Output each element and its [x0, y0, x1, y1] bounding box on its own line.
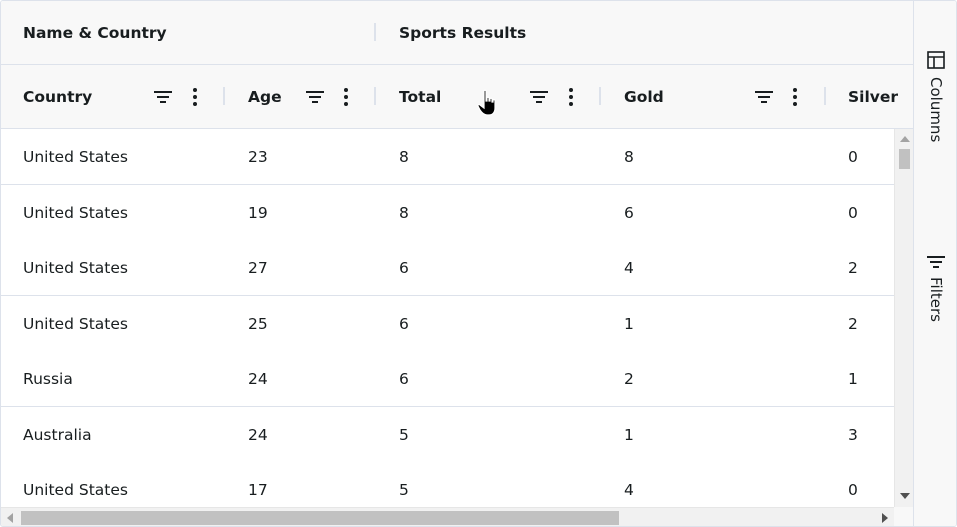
cell-gold[interactable]: 4 — [624, 480, 634, 499]
horizontal-scroll-thumb[interactable] — [21, 511, 619, 525]
cell-age[interactable]: 23 — [248, 147, 268, 166]
table-row[interactable]: United States 17 5 4 0 — [1, 462, 894, 507]
cell-age[interactable]: 27 — [248, 258, 268, 277]
scroll-up-arrow-icon[interactable] — [900, 136, 910, 142]
table-row[interactable]: United States 19 8 6 0 — [1, 185, 894, 241]
cell-total[interactable]: 6 — [399, 369, 409, 388]
grid-header: Name & Country Sports Results Country Ag… — [1, 1, 913, 129]
group-separator — [374, 23, 376, 41]
cell-country[interactable]: Russia — [23, 369, 73, 388]
column-header-age[interactable]: Age — [248, 87, 282, 106]
column-resize-handle[interactable] — [223, 87, 225, 105]
sidebar-label-columns: Columns — [927, 77, 945, 143]
filter-icon[interactable] — [304, 86, 326, 108]
cell-gold[interactable]: 2 — [624, 369, 634, 388]
table-row[interactable]: Australia 24 5 1 3 — [1, 407, 894, 463]
cell-gold[interactable]: 8 — [624, 147, 634, 166]
cell-country[interactable]: United States — [23, 314, 128, 333]
sidebar-button-columns[interactable]: Columns — [914, 51, 956, 143]
cell-silver[interactable]: 1 — [848, 369, 858, 388]
header-column-row: Country Age Total — [1, 65, 913, 128]
filter-icon[interactable] — [152, 86, 174, 108]
cell-silver[interactable]: 0 — [848, 203, 858, 222]
scroll-down-arrow-icon[interactable] — [900, 493, 910, 499]
sidebar-label-filters: Filters — [927, 277, 945, 322]
cell-country[interactable]: United States — [23, 147, 128, 166]
table-row[interactable]: United States 25 6 1 2 — [1, 296, 894, 352]
cell-age[interactable]: 25 — [248, 314, 268, 333]
cell-silver[interactable]: 3 — [848, 425, 858, 444]
cell-age[interactable]: 17 — [248, 480, 268, 499]
cell-age[interactable]: 19 — [248, 203, 268, 222]
menu-vertical-icon[interactable] — [335, 86, 357, 108]
table-row[interactable]: United States 27 6 4 2 — [1, 240, 894, 296]
group-header-sports-results[interactable]: Sports Results — [399, 23, 527, 42]
column-resize-handle[interactable] — [824, 87, 826, 105]
cell-gold[interactable]: 6 — [624, 203, 634, 222]
column-header-gold[interactable]: Gold — [624, 87, 664, 106]
tool-panel-sidebar: Columns Filters — [913, 1, 956, 526]
cell-total[interactable]: 8 — [399, 147, 409, 166]
menu-vertical-icon[interactable] — [784, 86, 806, 108]
cell-gold[interactable]: 1 — [624, 314, 634, 333]
header-group-row: Name & Country Sports Results — [1, 1, 913, 65]
cell-country[interactable]: United States — [23, 203, 128, 222]
horizontal-scrollbar[interactable] — [1, 507, 894, 526]
column-resize-handle[interactable] — [374, 87, 376, 105]
menu-vertical-icon[interactable] — [560, 86, 582, 108]
column-resize-handle[interactable] — [599, 87, 601, 105]
filter-icon[interactable] — [753, 86, 775, 108]
cell-country[interactable]: United States — [23, 258, 128, 277]
cell-total[interactable]: 6 — [399, 314, 409, 333]
cell-total[interactable]: 8 — [399, 203, 409, 222]
cell-age[interactable]: 24 — [248, 425, 268, 444]
cell-silver[interactable]: 0 — [848, 480, 858, 499]
column-header-total[interactable]: Total — [399, 87, 442, 106]
vertical-scroll-thumb[interactable] — [899, 149, 910, 169]
table-row[interactable]: Russia 24 6 2 1 — [1, 351, 894, 407]
scroll-left-arrow-icon[interactable] — [7, 513, 13, 523]
grid-body: United States 23 8 8 0 United States 19 … — [1, 129, 894, 507]
columns-icon — [927, 51, 945, 73]
group-header-name-country[interactable]: Name & Country — [23, 23, 167, 42]
sidebar-button-filters[interactable]: Filters — [914, 255, 956, 322]
cell-total[interactable]: 5 — [399, 425, 409, 444]
cell-gold[interactable]: 1 — [624, 425, 634, 444]
cell-country[interactable]: United States — [23, 480, 128, 499]
scrollbar-corner — [894, 507, 913, 526]
cell-age[interactable]: 24 — [248, 369, 268, 388]
column-header-silver[interactable]: Silver — [848, 87, 899, 106]
cell-country[interactable]: Australia — [23, 425, 92, 444]
cell-silver[interactable]: 0 — [848, 147, 858, 166]
cell-total[interactable]: 5 — [399, 480, 409, 499]
table-row[interactable]: United States 23 8 8 0 — [1, 129, 894, 185]
vertical-scrollbar[interactable] — [894, 129, 913, 507]
cell-total[interactable]: 6 — [399, 258, 409, 277]
cell-silver[interactable]: 2 — [848, 258, 858, 277]
filter-icon[interactable] — [528, 86, 550, 108]
filter-icon — [927, 255, 945, 273]
cell-gold[interactable]: 4 — [624, 258, 634, 277]
scroll-right-arrow-icon[interactable] — [882, 513, 888, 523]
cell-silver[interactable]: 2 — [848, 314, 858, 333]
column-header-country[interactable]: Country — [23, 87, 93, 106]
menu-vertical-icon[interactable] — [184, 86, 206, 108]
